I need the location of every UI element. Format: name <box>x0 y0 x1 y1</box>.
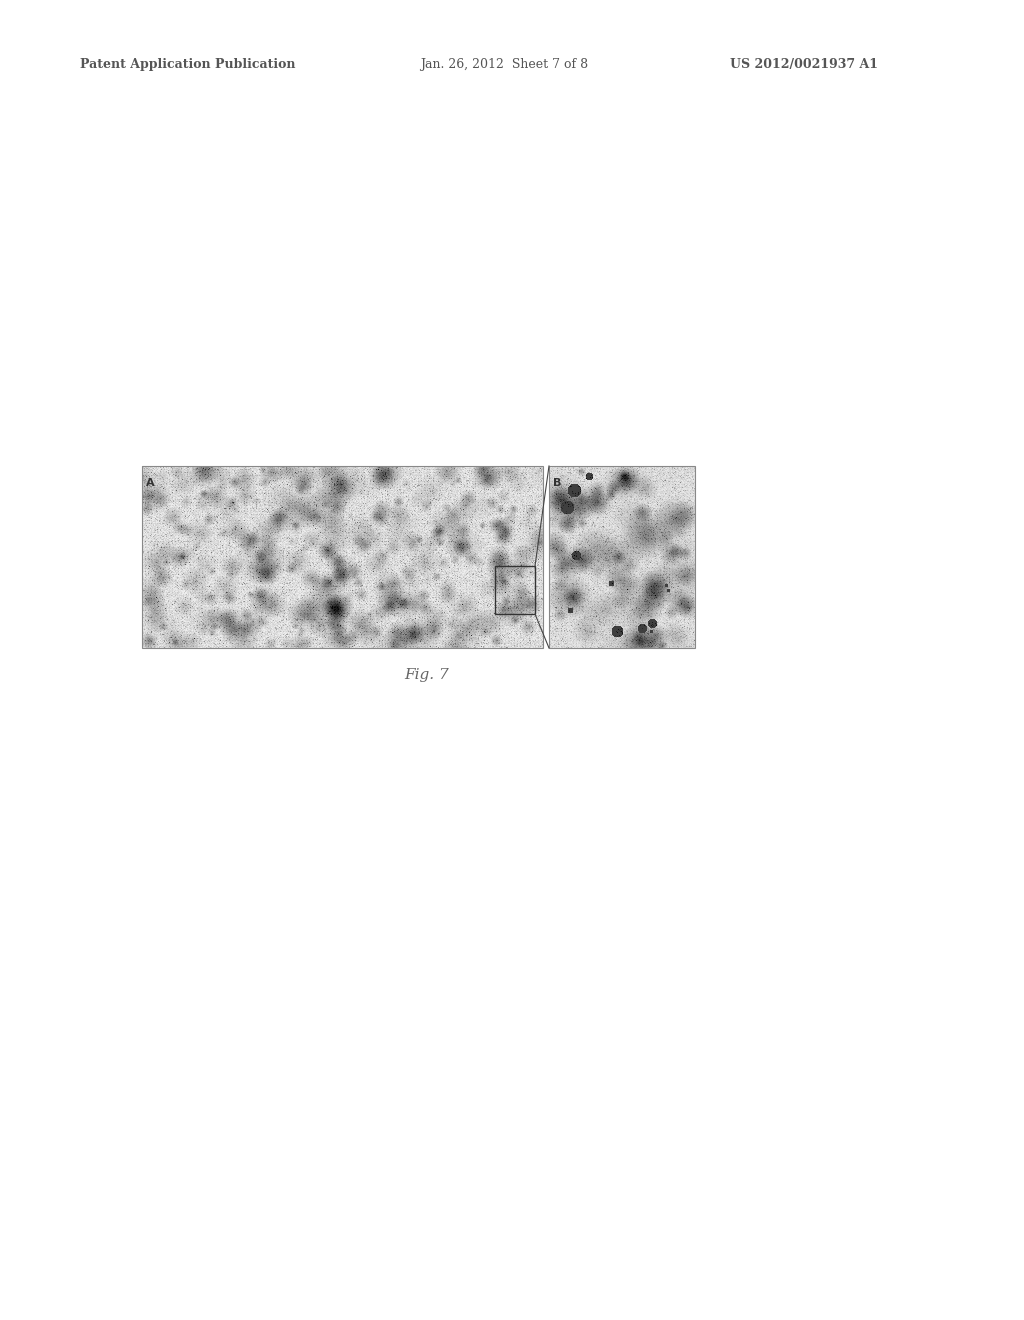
Bar <box>495 566 535 614</box>
Bar <box>142 466 543 648</box>
Text: Patent Application Publication: Patent Application Publication <box>80 58 296 70</box>
Text: US 2012/0021937 A1: US 2012/0021937 A1 <box>730 58 878 70</box>
Text: Jan. 26, 2012  Sheet 7 of 8: Jan. 26, 2012 Sheet 7 of 8 <box>420 58 588 70</box>
Text: A: A <box>146 478 155 488</box>
Text: Fig. 7: Fig. 7 <box>404 668 450 682</box>
Text: B: B <box>553 478 561 488</box>
Bar <box>549 466 695 648</box>
